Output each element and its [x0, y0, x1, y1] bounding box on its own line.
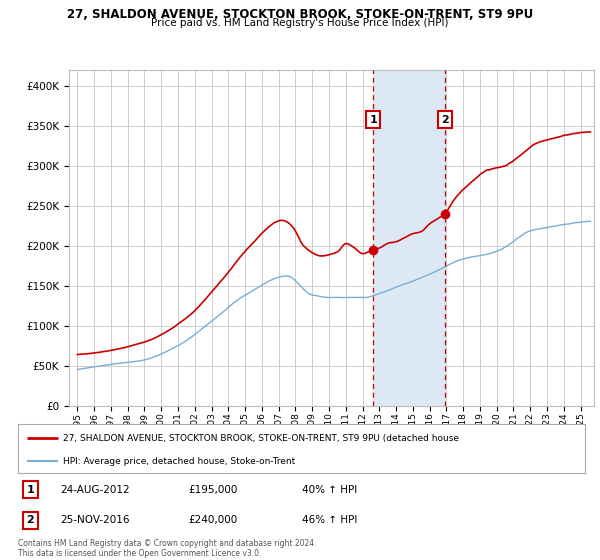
Text: 25-NOV-2016: 25-NOV-2016 — [61, 515, 130, 525]
Text: £195,000: £195,000 — [188, 484, 238, 494]
Text: Price paid vs. HM Land Registry's House Price Index (HPI): Price paid vs. HM Land Registry's House … — [151, 18, 449, 29]
Text: 2: 2 — [441, 115, 449, 125]
Text: 27, SHALDON AVENUE, STOCKTON BROOK, STOKE-ON-TRENT, ST9 9PU (detached house: 27, SHALDON AVENUE, STOCKTON BROOK, STOK… — [64, 433, 460, 442]
Text: 1: 1 — [370, 115, 377, 125]
Text: Contains HM Land Registry data © Crown copyright and database right 2024.
This d: Contains HM Land Registry data © Crown c… — [18, 539, 317, 558]
Text: 2: 2 — [26, 515, 34, 525]
Text: HPI: Average price, detached house, Stoke-on-Trent: HPI: Average price, detached house, Stok… — [64, 456, 296, 465]
Bar — [373, 70, 445, 406]
Text: 1: 1 — [26, 484, 34, 494]
Text: 40% ↑ HPI: 40% ↑ HPI — [302, 484, 357, 494]
Text: 46% ↑ HPI: 46% ↑ HPI — [302, 515, 357, 525]
Text: 27, SHALDON AVENUE, STOCKTON BROOK, STOKE-ON-TRENT, ST9 9PU: 27, SHALDON AVENUE, STOCKTON BROOK, STOK… — [67, 8, 533, 21]
Text: £240,000: £240,000 — [188, 515, 238, 525]
Text: 24-AUG-2012: 24-AUG-2012 — [61, 484, 130, 494]
